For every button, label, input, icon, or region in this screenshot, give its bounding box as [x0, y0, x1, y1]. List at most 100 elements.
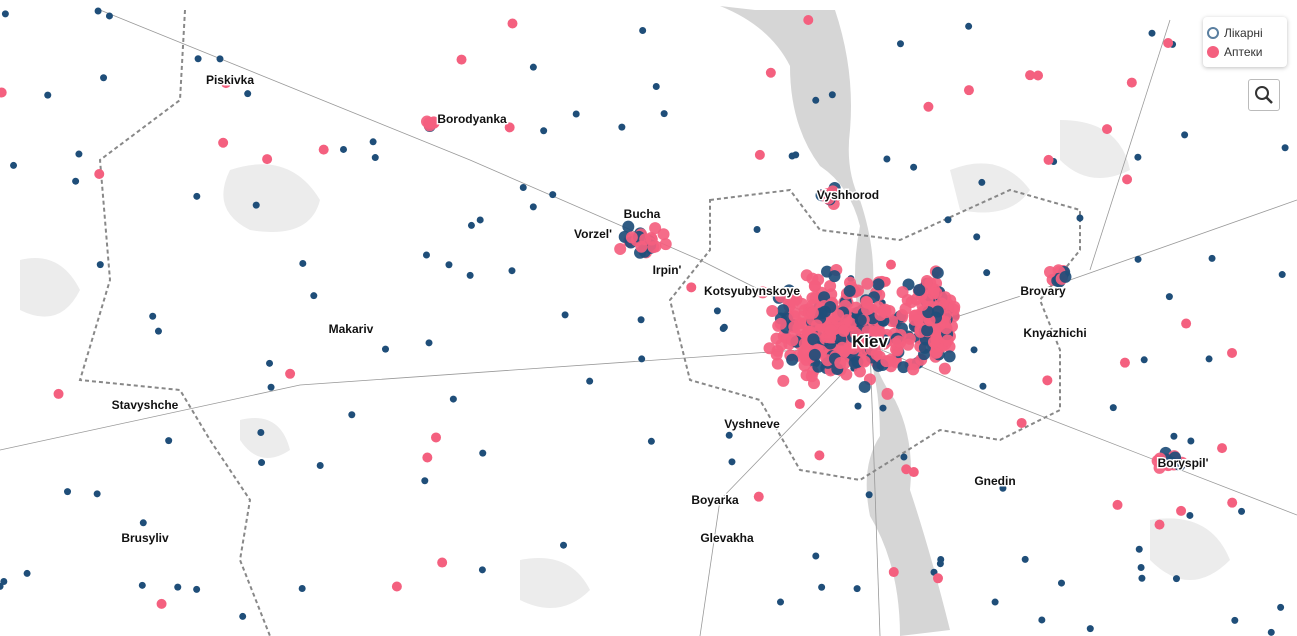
hospital-dot: [983, 269, 991, 277]
pharmacy-dot: [318, 144, 329, 155]
river: [720, 6, 950, 636]
place-label: Irpin': [653, 263, 682, 277]
hospital-dot: [1186, 511, 1194, 519]
hospital-dot: [1, 10, 9, 18]
hospital-dot: [381, 345, 389, 353]
pharmacy-dot: [1043, 154, 1054, 165]
hospital-dot: [879, 404, 887, 412]
place-label: Vyshneve: [724, 417, 780, 431]
hospital-dot: [858, 380, 871, 393]
pharmacy-dot: [787, 295, 800, 308]
pharmacy-dot: [840, 314, 853, 327]
hospital-dot: [883, 155, 891, 163]
pharmacy-dot: [766, 305, 779, 318]
hospital-dot: [1038, 616, 1046, 624]
pharmacy-dot: [896, 309, 909, 322]
pharmacy-dot: [907, 363, 920, 376]
pharmacy-dot: [756, 286, 769, 299]
legend-item: Лікарні: [1207, 23, 1283, 42]
hospital-dot: [660, 110, 668, 118]
pharmacy-dot: [888, 567, 899, 578]
hospital-dot: [508, 267, 516, 275]
hospital-dot: [298, 584, 306, 592]
hospital-dot: [1135, 545, 1143, 553]
search-button[interactable]: [1248, 79, 1280, 111]
pharmacy-dot: [824, 280, 837, 293]
hospital-dot: [720, 323, 728, 331]
pharmacy-dot: [885, 259, 896, 270]
pharmacy-dot: [1126, 77, 1137, 88]
pharmacy-dot: [1227, 347, 1238, 358]
hospital-dot: [194, 55, 202, 63]
pharmacy-dot: [262, 154, 273, 165]
hospital-dot: [638, 355, 646, 363]
legend-item: Аптеки: [1207, 42, 1283, 61]
place-label: Knyazhichi: [1023, 326, 1086, 340]
pharmacy-dot: [1176, 505, 1187, 516]
pharmacy-dot: [1042, 375, 1053, 386]
hospital-dot: [252, 201, 260, 209]
pharmacy-dot: [437, 557, 448, 568]
hospital-dot: [872, 278, 885, 291]
hospital-dot: [1238, 507, 1246, 515]
hospital-dot: [1059, 270, 1072, 283]
hospital-dot: [900, 453, 908, 461]
place-label: Glevakha: [700, 531, 754, 545]
pharmacy-dot: [916, 299, 929, 312]
pharmacy-dot: [639, 233, 652, 246]
hospital-dot: [637, 316, 645, 324]
place-label: Vorzel': [574, 227, 612, 241]
hospital-dot: [479, 449, 487, 457]
pharmacy-dot: [156, 598, 167, 609]
hospital-dot: [1109, 404, 1117, 412]
pharmacy-dot: [849, 327, 862, 340]
hospital-dot: [1134, 153, 1142, 161]
place-label: Kotsyubynskoye: [704, 284, 800, 298]
hospital-dot: [75, 150, 83, 158]
pharmacy-dot: [858, 337, 871, 350]
pharmacy-dot: [771, 357, 784, 370]
hospital-dot: [713, 307, 721, 315]
hospital-dot: [1181, 131, 1189, 139]
hospital-dot: [792, 151, 800, 159]
pharmacy-dot: [901, 464, 912, 475]
pharmacy-dot: [456, 54, 467, 65]
pharmacy-dot: [1112, 499, 1123, 510]
hospital-dot: [812, 552, 820, 560]
pharmacy-dot: [874, 309, 887, 322]
hospital-dot: [266, 359, 274, 367]
hospital-dot: [267, 383, 275, 391]
hospital-dot: [1205, 355, 1213, 363]
place-label: Stavyshche: [112, 398, 179, 412]
hospital-dot: [1076, 214, 1084, 222]
hospital-dot: [339, 145, 347, 153]
hospital-dot: [1172, 575, 1180, 583]
pharmacy-dot: [814, 450, 825, 461]
hospital-dot: [193, 585, 201, 593]
hospital-dot: [978, 178, 986, 186]
pharmacy-dot: [1033, 70, 1044, 81]
hospital-dot: [818, 291, 831, 304]
hospital-dot: [216, 55, 224, 63]
pharmacy-dot: [832, 309, 845, 322]
pharmacy-dot: [927, 336, 940, 349]
pharmacy-dot: [686, 282, 697, 293]
place-label: Boryspil': [1158, 456, 1209, 470]
pharmacy-dot: [0, 87, 7, 98]
hospital-dot: [64, 488, 72, 496]
pharmacy-dot: [853, 365, 866, 378]
hospital-dot: [154, 327, 162, 335]
hospital-dot: [422, 251, 430, 259]
pharmacy-dot: [285, 368, 296, 379]
pharmacy-dot: [870, 348, 883, 361]
hospital-dot: [23, 569, 31, 577]
hospital-dot: [812, 96, 820, 104]
pharmacy-dot: [806, 306, 819, 319]
pharmacy-dot: [220, 78, 231, 89]
pharmacy-dot: [504, 122, 515, 133]
pharmacy-dot: [940, 322, 953, 335]
hospital-dot: [815, 307, 828, 320]
hospital-dot: [848, 356, 861, 369]
hospital-dot: [639, 26, 647, 34]
hospital-dot: [865, 491, 873, 499]
